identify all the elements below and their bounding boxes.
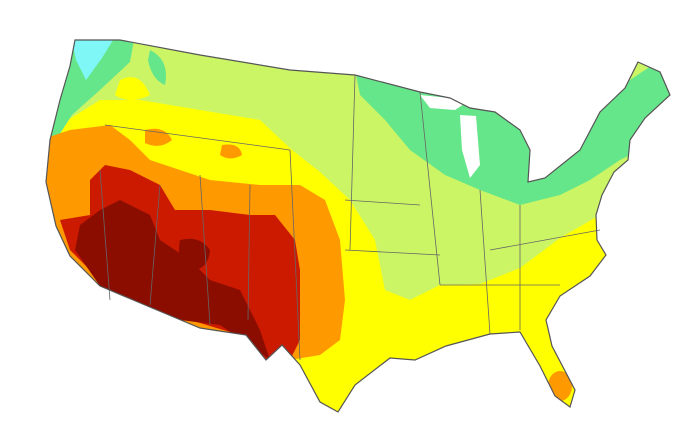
zone-orange-spots xyxy=(145,128,242,159)
state-line xyxy=(99,74,601,361)
state-lines xyxy=(99,74,601,361)
zone-yellow-north xyxy=(115,77,255,146)
zone-dark-red xyxy=(75,200,270,360)
lake-michigan xyxy=(460,115,480,178)
zone-cyan xyxy=(70,40,118,80)
zone-orange-florida xyxy=(548,371,572,401)
